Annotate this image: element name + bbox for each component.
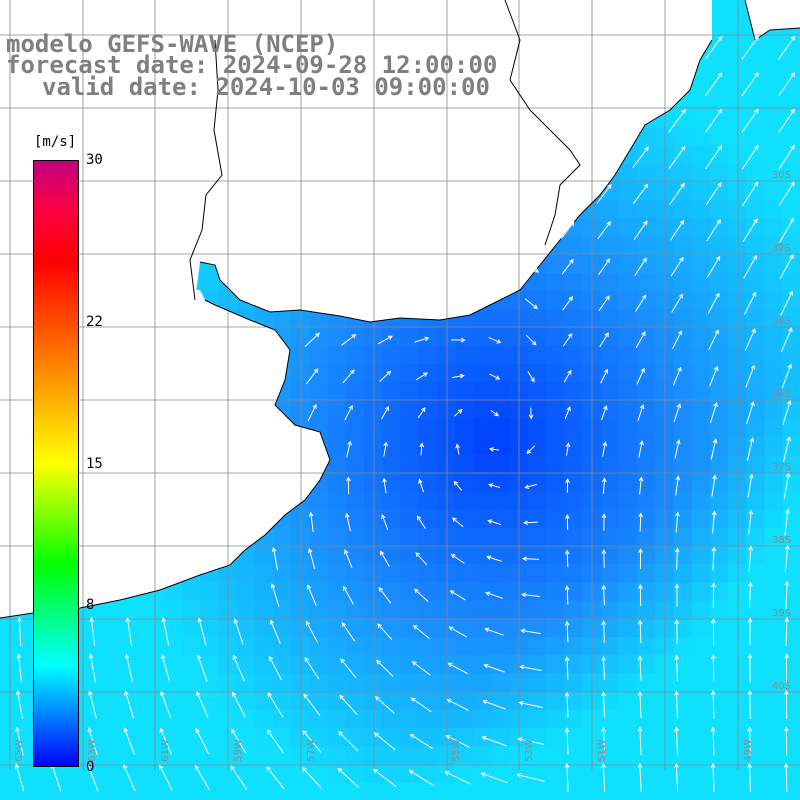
colorbar xyxy=(33,160,79,767)
latitude-label: 39S xyxy=(772,608,792,619)
colorbar-unit-label: [m/s] xyxy=(34,134,77,150)
longitude-label: 65W xyxy=(13,739,25,762)
land-area xyxy=(745,0,800,40)
latitude-label: 30S xyxy=(772,170,792,181)
wind-arrows xyxy=(14,35,796,793)
longitude-label: 51W xyxy=(596,739,608,762)
coastline xyxy=(744,0,800,41)
longitude-label: 63W xyxy=(86,739,98,762)
latitude-label: 32S xyxy=(772,243,792,254)
land-area xyxy=(0,0,712,322)
land-area xyxy=(0,290,330,618)
coastline xyxy=(189,39,223,301)
colorbar-tick-label: 8 xyxy=(86,597,95,614)
coastline xyxy=(199,39,713,323)
model-title: modelo GEFS-WAVE (NCEP) xyxy=(6,30,339,58)
coastline xyxy=(504,0,581,246)
longitude-label: 53W xyxy=(523,739,535,762)
latitude-label: 37S xyxy=(772,462,792,473)
longitude-label: 61W xyxy=(159,739,171,762)
lat-lon-grid xyxy=(0,0,800,770)
latitude-label: 40S xyxy=(772,681,792,692)
latitude-label: 34S xyxy=(772,316,792,327)
longitude-label: 59W xyxy=(232,739,244,762)
coastline xyxy=(0,299,331,619)
latitude-label: 38S xyxy=(772,535,792,546)
colorbar-tick-label: 0 xyxy=(86,759,95,775)
valid-date-label: valid date: 2024-10-03 09:00:00 xyxy=(42,73,490,101)
colorbar-tick-label: 22 xyxy=(86,313,103,330)
latitude-label: 36S xyxy=(772,389,792,400)
longitude-label: 49W xyxy=(742,739,754,762)
colorbar-tick-label: 15 xyxy=(86,455,103,472)
longitude-label: 55W xyxy=(450,739,462,762)
colorbar-tick-label: 30 xyxy=(86,152,103,168)
forecast-date-label: forecast date: 2024-09-28 12:00:00 xyxy=(6,51,498,79)
longitude-label: 57W xyxy=(305,739,317,762)
